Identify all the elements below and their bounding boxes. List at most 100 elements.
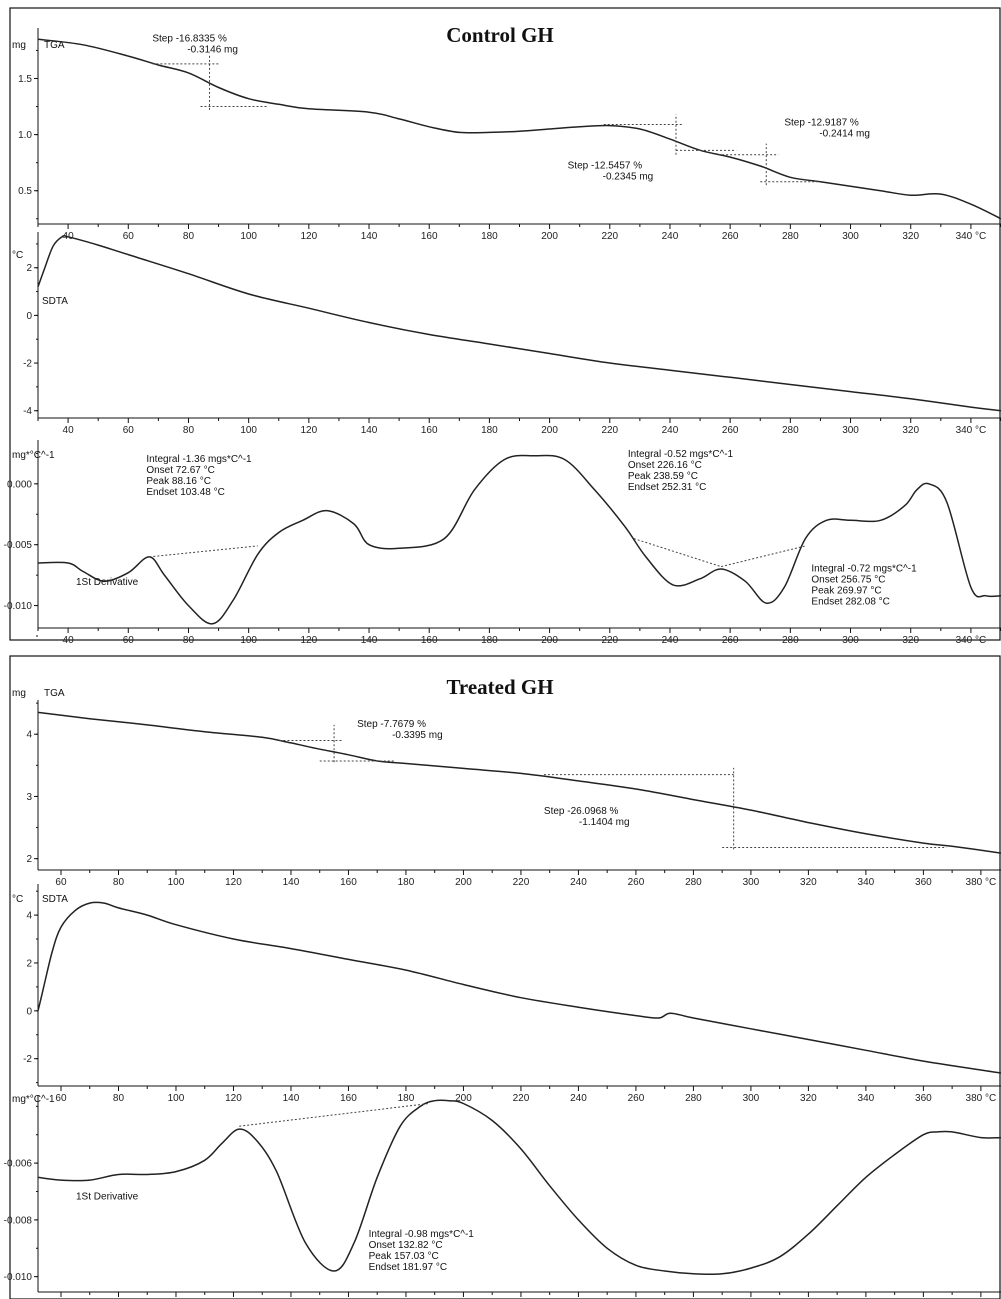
x-tick-label: 340 (858, 1093, 875, 1104)
y-tick-label: 3 (26, 792, 32, 803)
annotation: Step -16.8335 %-0.3146 mg (152, 33, 238, 55)
y-unit-label: °C (12, 894, 23, 905)
x-tick-label: 200 (541, 425, 558, 436)
x-tick-label: 200 (455, 1093, 472, 1104)
x-tick-label: 340 °C (956, 231, 987, 242)
panel-deriv: -0.010 -0.008 -0.006 60 80 100 120 140 160 180 200… (4, 1094, 1001, 1297)
series-label: SDTA (42, 894, 68, 905)
x-tick-label: 60 (55, 1093, 67, 1104)
x-tick-label: 260 (722, 425, 739, 436)
annotation: Step -12.9187 %-0.2414 mg (784, 118, 870, 140)
curve-tga (37, 38, 1001, 220)
y-tick-label: -0.010 (4, 601, 33, 612)
annotation-line: -0.2414 mg (819, 129, 870, 140)
construction-line (721, 545, 806, 568)
x-tick-label: 380 °C (966, 1093, 997, 1104)
x-tick-label: 300 (842, 635, 859, 646)
x-tick-label: 100 (168, 1093, 185, 1104)
x-tick-label: 80 (183, 231, 195, 242)
annotation-line: Step -7.7679 % (357, 719, 426, 730)
y-unit-label: mg*°C^-1 (12, 1094, 55, 1105)
y-tick-label: -0.006 (4, 1159, 33, 1170)
x-tick-label: 140 (361, 231, 378, 242)
x-tick-label: 260 (722, 635, 739, 646)
annotation-line: Endset 252.31 °C (628, 482, 707, 493)
x-tick-label: 160 (340, 877, 357, 888)
x-tick-label: 160 (421, 635, 438, 646)
annotation-line: -0.3146 mg (187, 44, 238, 55)
x-tick-label: 240 (662, 231, 679, 242)
x-tick-label: 320 (800, 1093, 817, 1104)
y-tick-label: 1.5 (18, 74, 32, 85)
annotation-line: Step -12.9187 % (784, 118, 859, 129)
x-tick-label: 60 (123, 635, 135, 646)
x-tick-label: 240 (570, 1093, 587, 1104)
x-tick-label: 220 (601, 231, 618, 242)
annotation-line: Onset 72.67 °C (146, 465, 214, 476)
series-label: 1St Derivative (76, 1191, 139, 1202)
x-tick-label: 320 (800, 877, 817, 888)
annotation-line: Onset 256.75 °C (811, 574, 885, 585)
x-tick-label: 140 (283, 1093, 300, 1104)
series-label: TGA (44, 688, 65, 699)
annotation-line: Endset 103.48 °C (146, 487, 225, 498)
annotation: Step -12.5457 %-0.2345 mg (568, 160, 654, 182)
annotation: Step -26.0968 %-1.1404 mg (544, 806, 630, 828)
y-tick-label: -2 (23, 359, 32, 370)
y-tick-label: 1.0 (18, 130, 32, 141)
x-tick-label: 300 (842, 231, 859, 242)
annotation-line: Integral -1.36 mgs*C^-1 (146, 454, 252, 465)
x-tick-label: 340 °C (956, 635, 987, 646)
series-label: 1St Derivative (76, 577, 139, 588)
x-tick-label: 200 (541, 635, 558, 646)
x-tick-label: 280 (782, 231, 799, 242)
y-unit-label: mg (12, 688, 26, 699)
y-unit-label: mg (12, 40, 26, 51)
x-tick-label: 120 (301, 231, 318, 242)
y-tick-label: 0 (26, 311, 32, 322)
annotation-line: -1.1404 mg (579, 817, 630, 828)
figure-title: Control GH (446, 23, 554, 47)
x-tick-label: 360 (915, 877, 932, 888)
y-tick-label: 0.000 (7, 479, 32, 490)
x-tick-label: 140 (361, 635, 378, 646)
x-tick-label: 100 (240, 635, 257, 646)
x-tick-label: 180 (481, 231, 498, 242)
x-tick-label: 140 (283, 877, 300, 888)
annotation-line: Peak 269.97 °C (811, 585, 881, 596)
x-tick-label: 80 (183, 635, 195, 646)
x-tick-label: 100 (240, 231, 257, 242)
x-tick-label: 220 (601, 425, 618, 436)
figure-title: Treated GH (446, 675, 553, 699)
x-tick-label: 220 (601, 635, 618, 646)
figure-frame (9, 7, 1001, 641)
x-tick-label: 260 (722, 231, 739, 242)
annotation-line: Step -12.5457 % (568, 160, 643, 171)
x-tick-label: 40 (63, 425, 75, 436)
x-tick-label: 120 (301, 425, 318, 436)
x-tick-label: 220 (513, 877, 530, 888)
construction-line (633, 538, 722, 568)
x-tick-label: 300 (743, 877, 760, 888)
x-tick-label: 300 (842, 425, 859, 436)
x-tick-label: 80 (183, 425, 195, 436)
figure-frame (9, 655, 1001, 1299)
x-tick-label: 280 (685, 1093, 702, 1104)
x-tick-label: 160 (421, 425, 438, 436)
x-tick-label: 240 (662, 635, 679, 646)
x-tick-label: 120 (225, 877, 242, 888)
x-tick-label: 180 (481, 425, 498, 436)
annotation-line: Onset 226.16 °C (628, 460, 702, 471)
panel-deriv: -0.010 -0.005 0.000 40 60 80 100 120 140 160 180 20… (4, 440, 1001, 646)
x-tick-label: 320 (902, 231, 919, 242)
y-tick-label: 2 (26, 854, 32, 865)
panel-tga: 0.51.01.540 60 80 100 120 140 160 180 200 220 240 2… (12, 28, 1001, 242)
x-tick-label: 100 (240, 425, 257, 436)
series-label: TGA (44, 40, 65, 51)
x-tick-label: 220 (513, 1093, 530, 1104)
